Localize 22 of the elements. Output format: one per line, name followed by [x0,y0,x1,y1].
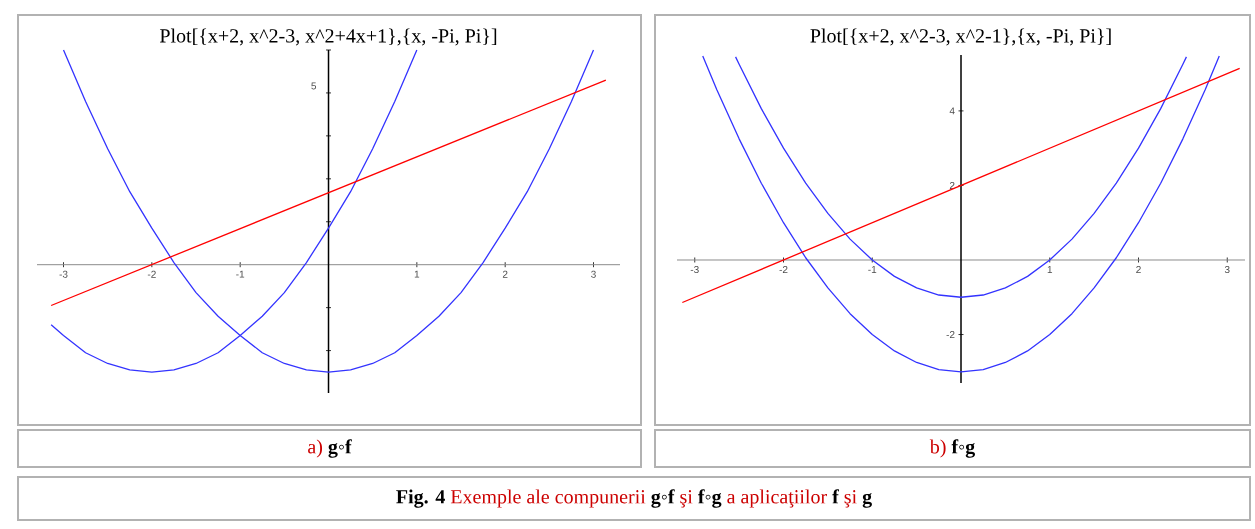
x-tick-label: 3 [591,270,596,278]
x-tick-label: -3 [690,266,699,274]
x-tick-label: -1 [868,266,877,273]
text: b) f◦g [929,439,975,458]
x-tick-label: -3 [59,270,68,278]
annotation: 5 [311,82,317,90]
x-tick-label: -2 [147,270,156,278]
text: Fig. 4 Exemple ale compunerii g◦f şi f◦g a aplicaţiilor f şi g [396,489,872,508]
chart-title: Plot[{x+2, x^2-3, x^2-1},{x, -Pi, Pi}] [810,28,1111,46]
y-tick-label: -2 [946,331,955,339]
x-tick-label: 3 [1224,266,1230,274]
y-tick-label: 4 [949,107,955,115]
chart-title: Plot[{x+2, x^2-3, x^2+4x+1},{x, -Pi, Pi}] [159,28,497,46]
x-tick-label: 2 [502,270,508,278]
x-tick-label: 1 [414,270,420,278]
x-tick-label: 1 [1047,266,1053,273]
x-tick-label: 2 [1136,266,1141,273]
line-series [734,56,1188,298]
line-series [702,55,1220,373]
x-tick-label: -2 [779,266,788,273]
text: a) g◦f [308,439,352,458]
x-tick-label: -1 [236,270,245,278]
